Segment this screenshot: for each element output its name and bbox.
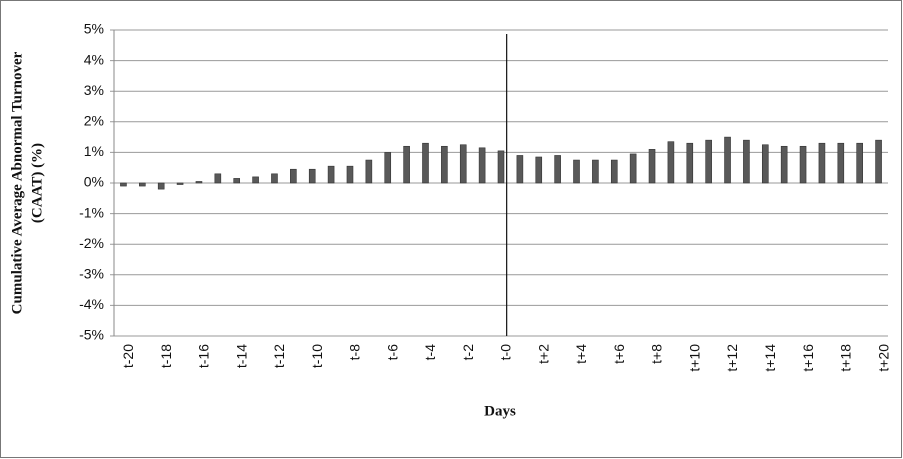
y-tick-label: -3% [79,266,104,282]
x-tick-label: t-10 [309,344,325,368]
bar [761,144,769,184]
x-tick-label: t-14 [233,344,249,368]
bar [799,145,807,184]
bar [120,182,127,187]
x-tick-label: t-20 [120,344,136,368]
bar [233,178,241,184]
bar [837,142,845,184]
y-tick-label: -1% [79,204,104,220]
bar [308,168,316,184]
bar [610,159,618,184]
bar [327,165,335,184]
bar [724,136,731,184]
y-axis-label: Cumulative Average Abnormal Turnover [9,51,25,314]
bar [441,145,448,184]
y-tick-label: 3% [84,82,104,98]
x-tick-label: t+2 [535,344,551,364]
x-axis-label: Days [484,403,516,419]
y-tick-label: 1% [84,143,104,159]
y-axis-label: (CAAT) (%) [29,143,45,223]
x-tick-label: t-16 [196,344,212,368]
x-tick-label: t+20 [875,344,891,372]
bar [667,141,675,184]
bar [139,182,146,187]
x-tick-label: t-18 [158,344,174,368]
bar [290,168,297,184]
x-tick-label: t-8 [347,344,363,361]
bar [875,139,882,184]
bar [818,142,826,184]
bar [459,144,467,184]
bar [629,153,637,184]
bar [516,155,524,184]
y-tick-label: -4% [79,296,104,312]
x-tick-label: t+4 [573,344,589,364]
y-tick-label: 5% [84,21,104,37]
x-tick-label: t+14 [762,344,778,372]
bar [271,173,278,184]
bar [705,139,712,184]
bar [497,150,505,184]
bar [214,173,222,184]
bar [403,145,410,184]
x-tick-label: t-4 [422,344,438,361]
bar [157,182,165,190]
x-tick-label: t-0 [498,344,514,361]
bar [478,147,486,184]
y-tick-label: 0% [84,174,104,190]
x-tick-label: t+8 [649,344,665,364]
x-tick-label: t+12 [724,344,740,372]
bar [780,145,788,184]
bar [422,142,429,184]
bar [346,165,354,184]
bar [554,155,561,184]
bar [384,152,392,184]
bar [176,182,184,185]
x-tick-label: t+6 [611,344,627,364]
x-tick-label: t-12 [271,344,287,368]
bar [535,156,543,184]
bar [648,149,656,184]
x-tick-label: t+10 [686,344,702,372]
x-tick-label: t-2 [460,344,476,361]
bar [195,181,203,184]
bar [252,176,259,184]
x-tick-label: t-6 [384,344,400,361]
y-tick-label: 4% [84,51,104,67]
bar [573,159,580,184]
bar [592,159,599,184]
x-tick-label: t+16 [800,344,816,372]
y-tick-label: -5% [79,327,104,343]
y-tick-label: -2% [79,235,104,251]
bar [686,142,694,184]
y-tick-label: 2% [84,113,104,129]
bar [365,159,373,184]
x-tick-label: t+18 [838,344,854,372]
bar [856,142,863,184]
bar [743,139,750,184]
